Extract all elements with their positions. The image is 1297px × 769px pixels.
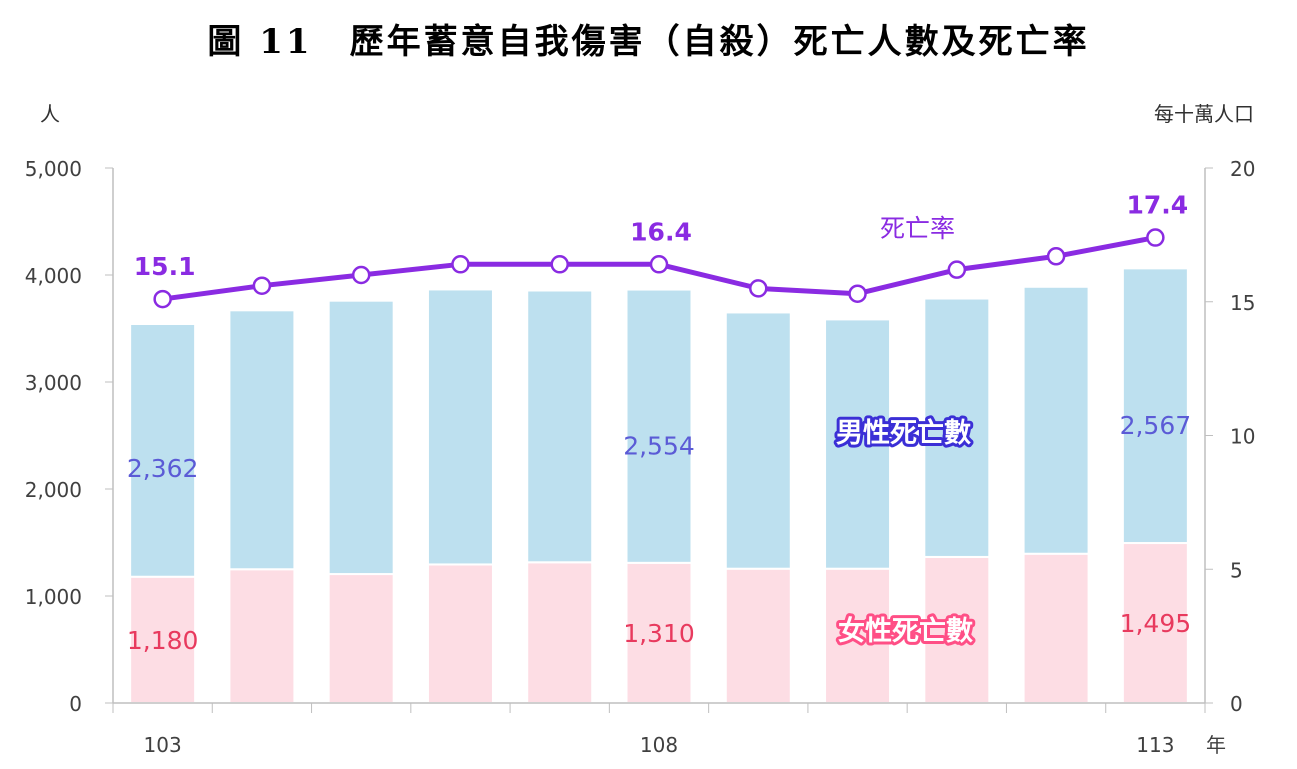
bar-male — [129, 323, 197, 578]
rate-point — [252, 276, 272, 295]
left-axis-tick: 1,000 — [25, 585, 82, 609]
legend-female: 女性死亡數 — [838, 615, 973, 647]
rate-point — [153, 289, 172, 309]
male-value-label: 2,567 — [1120, 411, 1192, 440]
left-axis-tick: 3,000 — [25, 371, 82, 395]
right-axis-tick: 0 — [1230, 692, 1243, 716]
female-value-label: 1,495 — [1120, 609, 1192, 638]
bar-male — [327, 299, 395, 576]
male-value-label: 2,362 — [127, 454, 199, 483]
rate-value-label: 17.4 — [1127, 191, 1189, 220]
bar-male — [724, 311, 792, 570]
rate-point — [848, 284, 867, 303]
bar-female — [1022, 552, 1090, 704]
bar-female — [228, 568, 296, 704]
legend-rate: 死亡率 — [880, 214, 955, 243]
left-axis-unit: 人 — [40, 102, 60, 126]
rate-point — [947, 260, 967, 279]
right-axis-tick: 15 — [1230, 291, 1255, 315]
right-axis-tick: 10 — [1230, 425, 1255, 449]
chart-title: 圖 11 歷年蓄意自我傷害（自殺）死亡人數及死亡率 — [207, 22, 1090, 62]
rate-point — [451, 255, 470, 274]
left-axis-tick: 4,000 — [25, 264, 82, 288]
bar-female — [724, 567, 792, 705]
rate-value-label: 15.1 — [134, 252, 196, 281]
right-axis-tick: 20 — [1230, 157, 1255, 181]
bar-male — [1121, 267, 1189, 545]
x-axis-tick-label: 103 — [144, 733, 182, 757]
male-value-label: 2,554 — [623, 431, 695, 460]
bar-male — [1022, 285, 1090, 555]
bar-female — [526, 561, 594, 704]
bar-male — [625, 288, 693, 564]
rate-value-label: 16.4 — [630, 217, 692, 246]
bar-female — [327, 573, 395, 704]
bar-female — [426, 563, 494, 704]
rate-point — [1046, 247, 1066, 266]
bar-female — [1121, 542, 1189, 704]
left-axis-tick: 0 — [69, 692, 82, 716]
rate-point — [649, 255, 669, 274]
left-axis-tick: 5,000 — [25, 157, 82, 181]
rate-point — [749, 279, 768, 298]
female-value-label: 1,310 — [623, 619, 695, 648]
x-axis-unit: 年 — [1206, 733, 1226, 757]
right-axis-unit: 每十萬人口 — [1154, 102, 1254, 126]
bar-male — [228, 309, 296, 571]
bar-male — [824, 318, 892, 570]
bar-male — [923, 297, 991, 558]
bar-female — [129, 575, 197, 704]
x-axis-tick-label: 113 — [1136, 733, 1174, 757]
rate-point — [351, 265, 371, 285]
right-axis-tick: 5 — [1230, 558, 1243, 582]
left-axis-tick: 2,000 — [25, 478, 82, 502]
bar-male — [526, 289, 594, 564]
bar-male — [426, 288, 494, 566]
bar-female — [824, 567, 892, 705]
rate-point — [550, 255, 569, 274]
x-axis-tick-label: 108 — [640, 733, 678, 757]
legend-male: 男性死亡數 — [836, 418, 971, 449]
female-value-label: 1,180 — [127, 626, 199, 655]
rate-point — [1146, 228, 1165, 247]
